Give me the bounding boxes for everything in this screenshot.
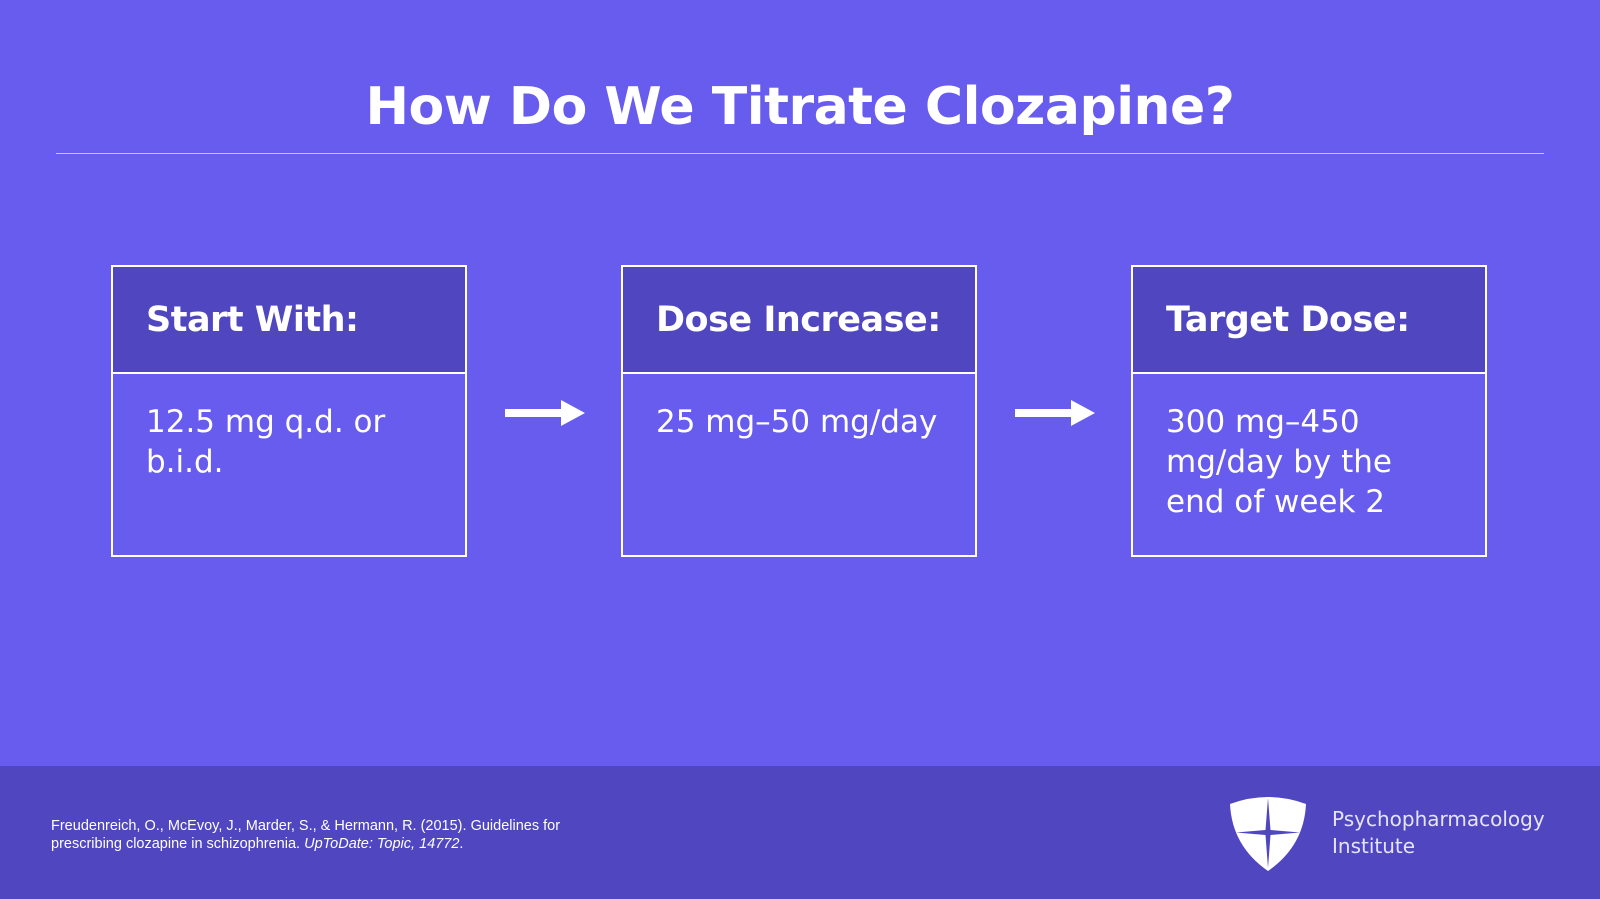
citation-text: Freudenreich, O., McEvoy, J., Marder, S.… xyxy=(51,818,561,852)
step-box-target-dose: Target Dose: 300 mg–450 mg/day by the en… xyxy=(1131,265,1487,557)
logo-line-1: Psychopharmacology xyxy=(1332,807,1545,831)
step-box-start: Start With: 12.5 mg q.d. or b.i.d. xyxy=(111,265,467,557)
arrow-right-icon xyxy=(1015,400,1095,426)
logo-line-2: Institute xyxy=(1332,834,1416,858)
citation-source: UpToDate: Topic, 14772 xyxy=(304,836,460,852)
step-heading: Target Dose: xyxy=(1133,267,1485,374)
citation-end: . xyxy=(459,836,464,852)
slide-title: How Do We Titrate Clozapine? xyxy=(365,77,1235,137)
step-body: 12.5 mg q.d. or b.i.d. xyxy=(146,404,386,480)
step-body: 300 mg–450 mg/day by the end of week 2 xyxy=(1166,404,1392,520)
step-box-dose-increase: Dose Increase: 25 mg–50 mg/day xyxy=(621,265,977,557)
title-divider xyxy=(56,153,1544,154)
step-heading: Dose Increase: xyxy=(623,267,975,374)
citation: Freudenreich, O., McEvoy, J., Marder, S.… xyxy=(51,817,611,853)
institute-logo: Psychopharmacology Institute xyxy=(1228,794,1545,872)
step-body: 25 mg–50 mg/day xyxy=(656,404,938,440)
step-heading: Start With: xyxy=(113,267,465,374)
arrow-right-icon xyxy=(505,400,585,426)
shield-cross-icon xyxy=(1230,797,1306,871)
footer-bar: Freudenreich, O., McEvoy, J., Marder, S.… xyxy=(0,766,1600,899)
